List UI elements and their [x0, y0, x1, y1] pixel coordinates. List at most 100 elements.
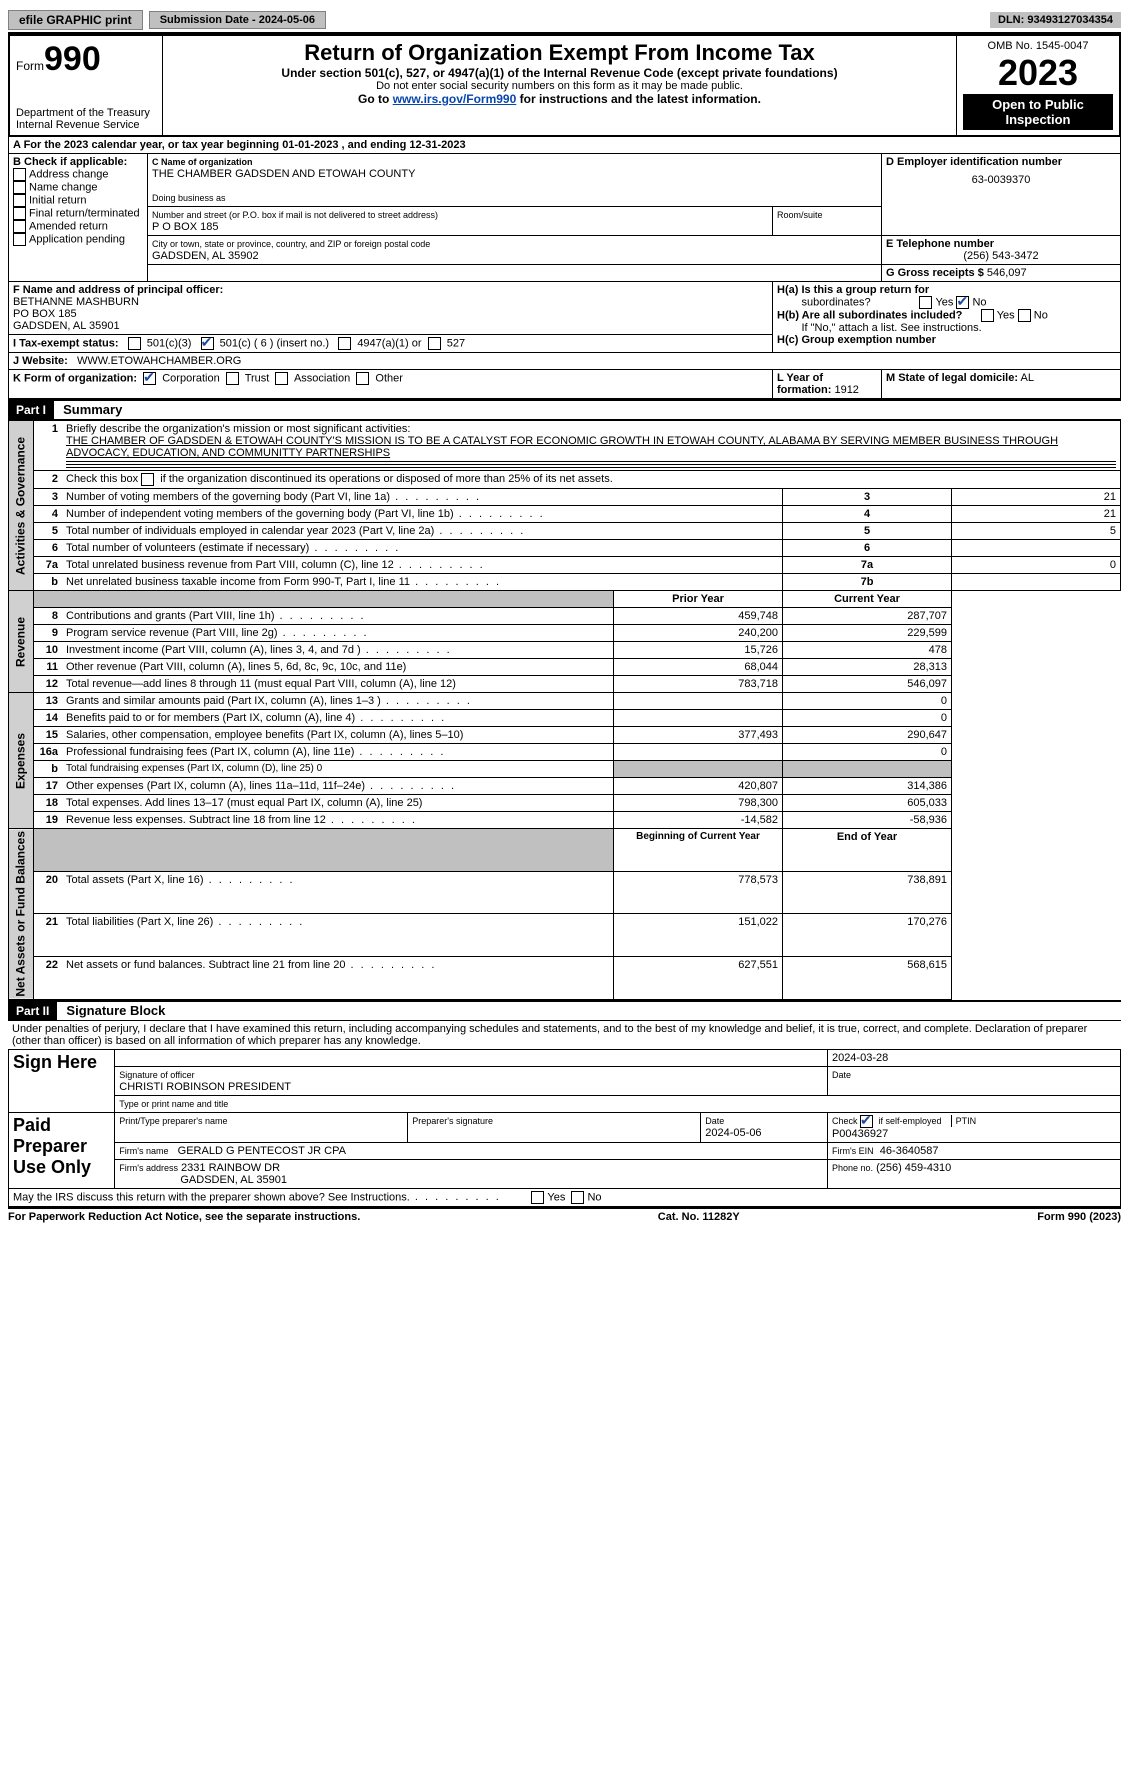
firm-name-label: Firm's name — [119, 1146, 168, 1156]
officer-addr2: GADSDEN, AL 35901 — [13, 320, 120, 332]
check-corp[interactable] — [143, 372, 156, 385]
check-501c[interactable] — [201, 337, 214, 350]
website-value: WWW.ETOWAHCHAMBER.ORG — [77, 355, 241, 367]
check-name-change[interactable] — [13, 181, 26, 194]
exp-n-16a: 16a — [34, 744, 63, 761]
submission-date: Submission Date - 2024-05-06 — [149, 11, 326, 29]
exp-c-18: 605,033 — [783, 795, 952, 812]
check-address-change[interactable] — [13, 168, 26, 181]
paid-preparer-label: Paid Preparer Use Only — [9, 1112, 115, 1188]
line7b-val — [952, 574, 1121, 591]
exp-t-18: Total expenses. Add lines 13–17 (must eq… — [62, 795, 614, 812]
box-e-label: E Telephone number — [886, 238, 994, 250]
rev-t-9: Program service revenue (Part VIII, line… — [62, 625, 614, 642]
exp-c-17: 314,386 — [783, 778, 952, 795]
discuss-text: May the IRS discuss this return with the… — [13, 1191, 501, 1203]
label-4947: 4947(a)(1) or — [357, 337, 421, 349]
part2-header: Part II — [8, 1002, 57, 1020]
check-discontinued[interactable] — [141, 473, 154, 486]
check-trust[interactable] — [226, 372, 239, 385]
net-t-21: Total liabilities (Part X, line 26) — [62, 914, 614, 957]
check-amended[interactable] — [13, 220, 26, 233]
open-public-1: Open to Public — [992, 97, 1084, 112]
domicile-state: AL — [1020, 372, 1033, 384]
label-amended: Amended return — [29, 220, 108, 232]
gross-receipts: 546,097 — [987, 267, 1027, 279]
ha-yes-check[interactable] — [919, 296, 932, 309]
box-g-label: G Gross receipts $ — [886, 267, 984, 279]
dba-label: Doing business as — [152, 193, 226, 203]
firm-phone-label: Phone no. — [832, 1163, 873, 1173]
exp-c-19: -58,936 — [783, 812, 952, 829]
exp-n-b: b — [34, 761, 63, 778]
net-t-20: Total assets (Part X, line 16) — [62, 871, 614, 914]
open-public-2: Inspection — [1005, 112, 1070, 127]
q2-text: Check this box if the organization disco… — [66, 473, 613, 485]
ha-sub: subordinates? — [801, 296, 870, 308]
exp-n-19: 19 — [34, 812, 63, 829]
exp-c-16a: 0 — [783, 744, 952, 761]
firm-addr-label: Firm's address — [119, 1163, 178, 1173]
phone-value: (256) 543-3472 — [886, 250, 1116, 262]
irs-link[interactable]: www.irs.gov/Form990 — [393, 92, 517, 106]
efile-print-button[interactable]: efile GRAPHIC print — [8, 10, 143, 30]
exp-p-17: 420,807 — [614, 778, 783, 795]
check-final-return[interactable] — [13, 207, 26, 220]
col-current: Current Year — [783, 591, 952, 608]
city-value: GADSDEN, AL 35902 — [152, 250, 259, 262]
rev-p-8: 459,748 — [614, 608, 783, 625]
hb-yes-check[interactable] — [981, 309, 994, 322]
check-4947[interactable] — [338, 337, 351, 350]
sig-type-label: Type or print name and title — [119, 1099, 228, 1109]
exp-n-18: 18 — [34, 795, 63, 812]
footer-row: For Paperwork Reduction Act Notice, see … — [8, 1207, 1121, 1223]
net-c-20: 738,891 — [783, 871, 952, 914]
hb-yes: Yes — [997, 309, 1015, 321]
exp-t-15: Salaries, other compensation, employee b… — [62, 727, 614, 744]
label-final-return: Final return/terminated — [29, 207, 140, 219]
side-activities: Activities & Governance — [9, 421, 34, 591]
exp-p-14 — [614, 710, 783, 727]
check-501c3[interactable] — [128, 337, 141, 350]
signature-table: Sign Here 2024-03-28 Signature of office… — [8, 1049, 1121, 1189]
rev-n-11: 11 — [34, 659, 63, 676]
exp-t-16a: Professional fundraising fees (Part IX, … — [62, 744, 614, 761]
form-header: Form990 Department of the Treasury Inter… — [8, 34, 1121, 137]
officer-addr1: PO BOX 185 — [13, 308, 77, 320]
check-initial-return[interactable] — [13, 194, 26, 207]
sig-officer-name: CHRISTI ROBINSON PRESIDENT — [119, 1081, 291, 1093]
line3-val: 21 — [952, 489, 1121, 506]
exp-t-17: Other expenses (Part IX, column (A), lin… — [62, 778, 614, 795]
hb-no-check[interactable] — [1018, 309, 1031, 322]
ptin-val: P00436927 — [832, 1128, 888, 1140]
exp-p-16a — [614, 744, 783, 761]
line7a-text: Total unrelated business revenue from Pa… — [62, 557, 783, 574]
check-app-pending[interactable] — [13, 233, 26, 246]
firm-addr1: 2331 RAINBOW DR — [181, 1162, 280, 1174]
label-name-change: Name change — [29, 181, 98, 193]
goto-pre: Go to — [358, 92, 393, 106]
line6-val — [952, 540, 1121, 557]
line5-val: 5 — [952, 523, 1121, 540]
check-527[interactable] — [428, 337, 441, 350]
part1-header: Part I — [8, 401, 54, 419]
firm-name: GERALD G PENTECOST JR CPA — [178, 1145, 346, 1157]
discuss-no-check[interactable] — [571, 1191, 584, 1204]
check-self-employed[interactable] — [860, 1115, 873, 1128]
exp-c-13: 0 — [783, 693, 952, 710]
prep-sig-label: Preparer's signature — [412, 1116, 493, 1126]
mission-text: THE CHAMBER OF GADSDEN & ETOWAH COUNTY'S… — [66, 435, 1058, 459]
check-other[interactable] — [356, 372, 369, 385]
ha-no-check[interactable] — [956, 296, 969, 309]
discuss-yes: Yes — [547, 1191, 565, 1203]
rev-t-8: Contributions and grants (Part VIII, lin… — [62, 608, 614, 625]
ptin-label: PTIN — [956, 1116, 977, 1126]
exp-p-18: 798,300 — [614, 795, 783, 812]
footer-right: Form 990 (2023) — [1037, 1211, 1121, 1223]
exp-n-17: 17 — [34, 778, 63, 795]
discuss-yes-check[interactable] — [531, 1191, 544, 1204]
ssn-note: Do not enter social security numbers on … — [169, 80, 950, 92]
check-assoc[interactable] — [275, 372, 288, 385]
rev-n-9: 9 — [34, 625, 63, 642]
prep-date-val: 2024-05-06 — [705, 1127, 761, 1139]
